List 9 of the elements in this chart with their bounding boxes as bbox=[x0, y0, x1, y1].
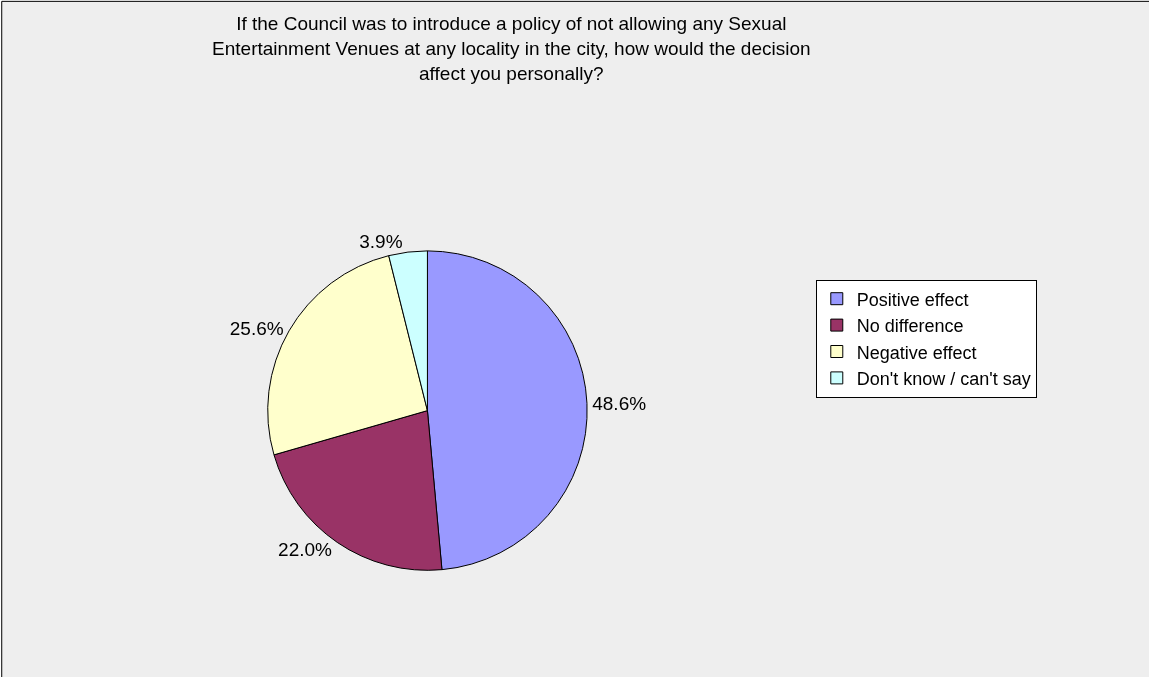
legend-label: Negative effect bbox=[856, 342, 977, 363]
legend-label: No difference bbox=[856, 316, 964, 337]
chart-title: If the Council was to introduce a policy of not allowing any Sexual Entertainment Venues at any locality in the city, how would the decision affect you personally? bbox=[212, 13, 811, 84]
legend-label: Positive effect bbox=[856, 289, 969, 310]
legend-label: Don't know / can't say bbox=[856, 368, 1031, 389]
data-label: 22.0% bbox=[278, 539, 333, 561]
data-label: 48.6% bbox=[592, 392, 647, 414]
data-label: 3.9% bbox=[359, 231, 403, 253]
data-label: 25.6% bbox=[229, 317, 284, 339]
